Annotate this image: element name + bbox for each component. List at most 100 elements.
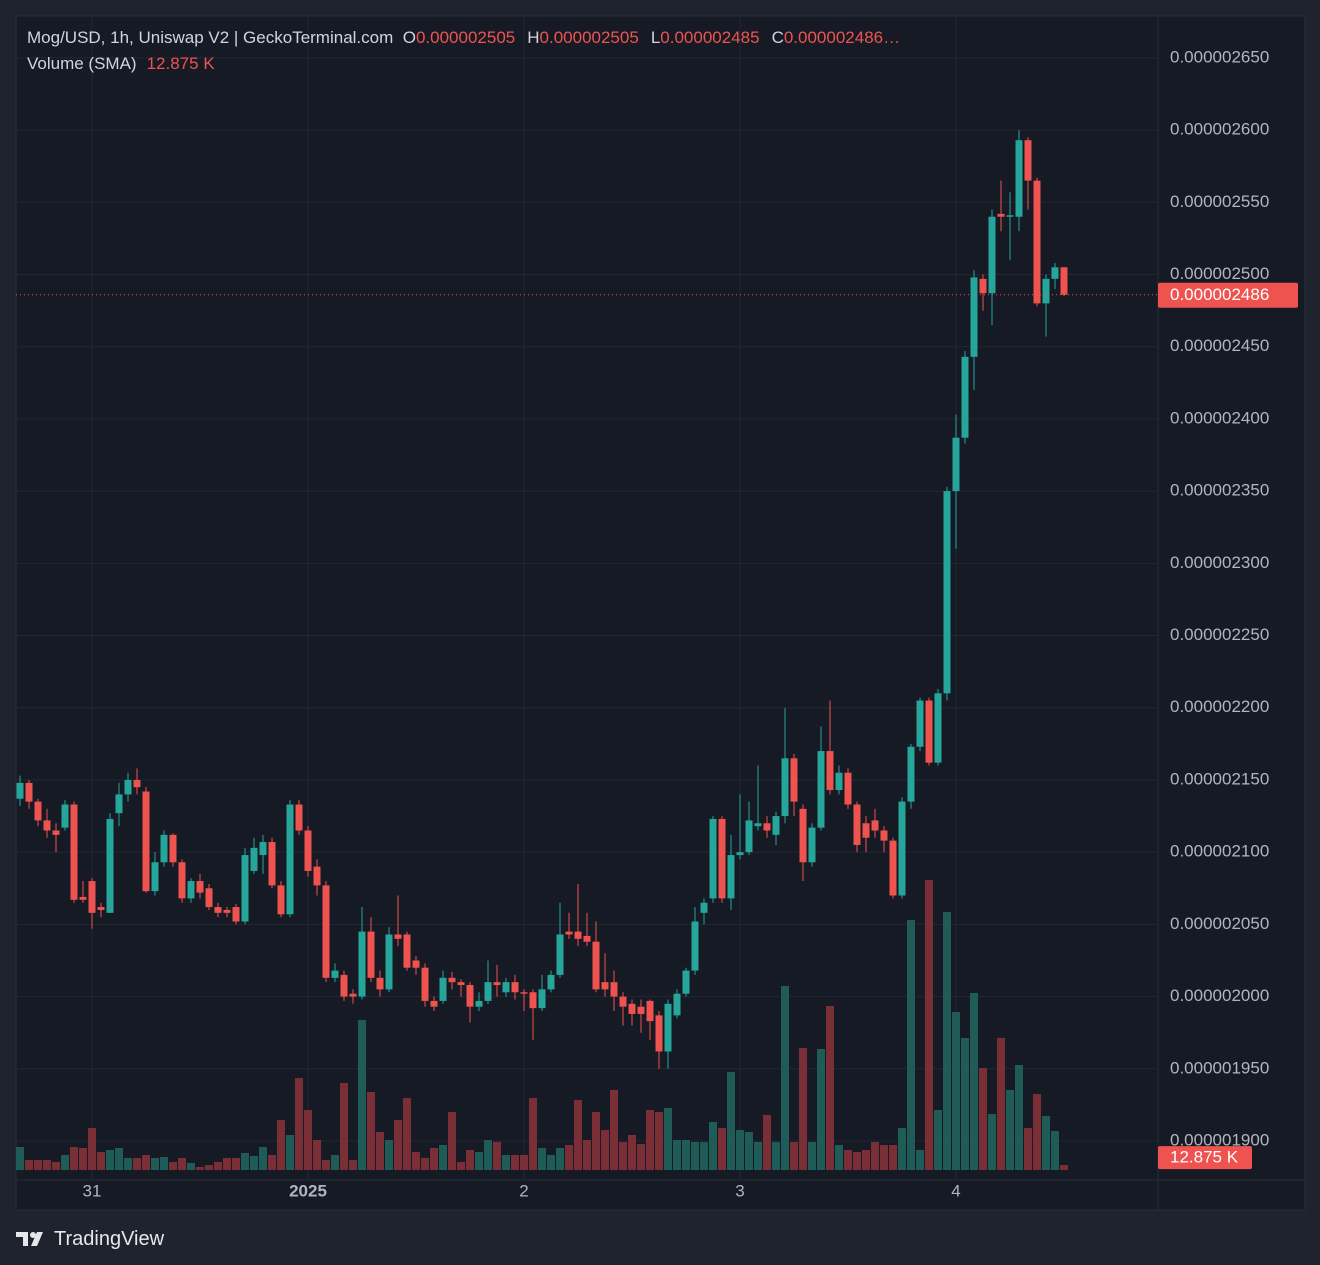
- candle-body: [1006, 215, 1014, 217]
- volume-bar: [844, 1150, 852, 1170]
- grid: [16, 16, 1158, 1180]
- ohlc-key: H: [527, 28, 540, 47]
- volume-bar: [538, 1148, 546, 1170]
- volume-sma-label: 12.875 K: [1170, 1148, 1239, 1167]
- volume-bar: [628, 1135, 636, 1170]
- y-tick-label: 0.000002550: [1170, 192, 1269, 211]
- candle-body: [160, 834, 168, 863]
- volume-bar: [250, 1156, 258, 1170]
- candle-body: [286, 804, 294, 915]
- candle-body: [133, 779, 141, 788]
- candle-body: [97, 907, 105, 910]
- volume-bar: [421, 1158, 429, 1170]
- candle-body: [763, 823, 771, 831]
- candle-body: [25, 782, 33, 802]
- ohlc-legend: Mog/USD, 1h, Uniswap V2 | GeckoTerminal.…: [27, 28, 912, 48]
- volume-bar: [304, 1110, 312, 1170]
- volume-bar: [934, 1110, 942, 1170]
- volume-bar: [637, 1144, 645, 1170]
- volume-bar: [772, 1142, 780, 1170]
- candle-body: [466, 985, 474, 1007]
- y-tick-label: 0.000002200: [1170, 697, 1269, 716]
- candle-body: [394, 934, 402, 939]
- volume-bar: [277, 1120, 285, 1170]
- volume-bar: [529, 1098, 537, 1170]
- volume-bar: [961, 1038, 969, 1170]
- candle-body: [952, 437, 960, 492]
- candle-body: [1033, 180, 1041, 304]
- candle-body: [664, 1003, 672, 1052]
- volume-bar: [601, 1130, 609, 1170]
- candle-body: [277, 885, 285, 915]
- volume-bar: [1033, 1094, 1041, 1170]
- volume-bar: [781, 986, 789, 1170]
- candle-body: [34, 801, 42, 821]
- volume-pane: [16, 880, 1068, 1170]
- volume-bar: [25, 1160, 33, 1170]
- candle-body: [421, 967, 429, 1001]
- volume-bar: [565, 1145, 573, 1170]
- volume-bar: [439, 1145, 447, 1170]
- brand-name: TradingView: [54, 1228, 165, 1250]
- candle-body: [844, 772, 852, 805]
- candle-body: [484, 982, 492, 1001]
- candle-body: [556, 934, 564, 975]
- candle-body: [835, 772, 843, 791]
- candle-body: [979, 278, 987, 294]
- candle-body: [862, 823, 870, 838]
- candle-body: [808, 827, 816, 863]
- candle-body: [790, 758, 798, 802]
- candle-body: [187, 881, 195, 899]
- volume-bar: [583, 1140, 591, 1170]
- candle-body: [115, 794, 123, 814]
- volume-bar: [61, 1155, 69, 1170]
- candle-body: [268, 842, 276, 886]
- volume-bar: [691, 1142, 699, 1170]
- candle-body: [349, 993, 357, 997]
- x-tick-label: 2: [519, 1181, 528, 1200]
- volume-bar: [43, 1160, 51, 1170]
- candle-body: [313, 866, 321, 886]
- candle-body: [511, 982, 519, 993]
- volume-bar: [727, 1072, 735, 1170]
- ohlc-key: O: [402, 28, 416, 47]
- candle-body: [205, 888, 213, 908]
- volume-bar: [124, 1158, 132, 1170]
- candle-body: [214, 907, 222, 913]
- candle-body: [988, 216, 996, 294]
- volume-bar: [736, 1130, 744, 1170]
- ohlc-value: 0.000002486…: [783, 28, 901, 47]
- y-tick-label: 0.000002650: [1170, 47, 1269, 66]
- volume-bar: [925, 880, 933, 1170]
- candle-body: [880, 830, 888, 841]
- candle-body: [1015, 140, 1023, 217]
- y-tick-label: 0.000002250: [1170, 625, 1269, 644]
- ohlc-value: 0.000002485: [660, 28, 760, 47]
- candle-body: [142, 791, 150, 892]
- volume-value: 12.875 K: [146, 54, 215, 73]
- candle-body: [79, 896, 87, 900]
- candle-body: [610, 982, 618, 997]
- last-price-label: 0.000002486: [1170, 285, 1269, 304]
- volume-bar: [907, 920, 915, 1170]
- candle-body: [691, 921, 699, 971]
- candle-body: [367, 931, 375, 978]
- volume-bar: [331, 1155, 339, 1170]
- candle-body: [538, 989, 546, 1009]
- y-tick-label: 0.000002300: [1170, 553, 1269, 572]
- y-tick-label: 0.000002450: [1170, 336, 1269, 355]
- volume-bar: [610, 1090, 618, 1170]
- volume-bar: [1024, 1128, 1032, 1170]
- volume-bar: [646, 1110, 654, 1170]
- volume-bar: [664, 1108, 672, 1170]
- volume-bar: [286, 1135, 294, 1170]
- y-tick-label: 0.000002500: [1170, 264, 1269, 283]
- volume-bar: [466, 1150, 474, 1170]
- candle-body: [547, 974, 555, 990]
- x-tick-label: 31: [83, 1181, 102, 1200]
- volume-bar: [988, 1114, 996, 1170]
- volume-bar: [70, 1147, 78, 1170]
- last-price-box: [1158, 282, 1298, 308]
- volume-bar: [880, 1145, 888, 1170]
